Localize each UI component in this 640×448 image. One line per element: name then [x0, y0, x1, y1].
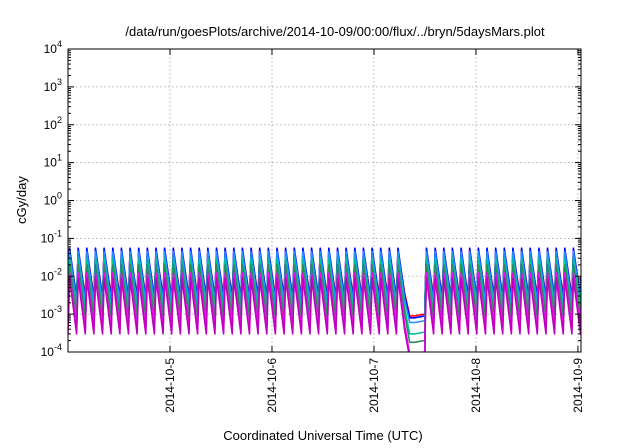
- y-tick-exponent: 2: [57, 115, 62, 125]
- y-tick-exponent: -4: [54, 342, 62, 352]
- y-tick-label: 10-3: [41, 304, 62, 321]
- y-tick-label: 10-4: [41, 342, 62, 359]
- x-axis-label: Coordinated Universal Time (UTC): [223, 428, 422, 443]
- x-tick-label: 2014-10-7: [367, 358, 381, 413]
- y-tick-base: 10: [44, 194, 58, 208]
- y-tick-exponent: -2: [54, 266, 62, 276]
- y-axis-label: cGy/day: [14, 176, 29, 224]
- y-tick-exponent: 1: [57, 153, 62, 163]
- y-tick-label: 104: [44, 39, 62, 56]
- y-tick-base: 10: [41, 345, 55, 359]
- x-tick-label: 2014-10-5: [163, 358, 177, 413]
- y-tick-exponent: 0: [57, 191, 62, 201]
- y-tick-base: 10: [44, 118, 58, 132]
- x-tick-label: 2014-10-9: [571, 358, 585, 413]
- y-tick-label: 103: [44, 77, 62, 94]
- x-axis: 2014-10-5 2014-10-6 2014-10-7 2014-10-8 2014…: [163, 49, 585, 413]
- y-tick-exponent: 4: [57, 39, 62, 49]
- x-tick-label: 2014-10-8: [469, 358, 483, 413]
- y-tick-label: 10-1: [41, 228, 62, 245]
- y-tick-exponent: -1: [54, 228, 62, 238]
- y-tick-base: 10: [41, 307, 55, 321]
- y-tick-label: 101: [44, 153, 62, 170]
- x-tick-label: 2014-10-6: [265, 358, 279, 413]
- y-tick-exponent: -3: [54, 304, 62, 314]
- plot-area: [68, 247, 581, 352]
- y-tick-base: 10: [41, 269, 55, 283]
- y-tick-exponent: 3: [57, 77, 62, 87]
- y-tick-base: 10: [44, 42, 58, 56]
- y-tick-label: 100: [44, 191, 62, 208]
- y-tick-label: 102: [44, 115, 62, 132]
- chart-title: /data/run/goesPlots/archive/2014-10-09/0…: [125, 24, 545, 39]
- y-tick-base: 10: [44, 80, 58, 94]
- series-group: [68, 247, 581, 352]
- y-tick-base: 10: [44, 156, 58, 170]
- y-tick-label: 10-2: [41, 266, 62, 283]
- series-line: [68, 277, 581, 352]
- y-tick-base: 10: [41, 231, 55, 245]
